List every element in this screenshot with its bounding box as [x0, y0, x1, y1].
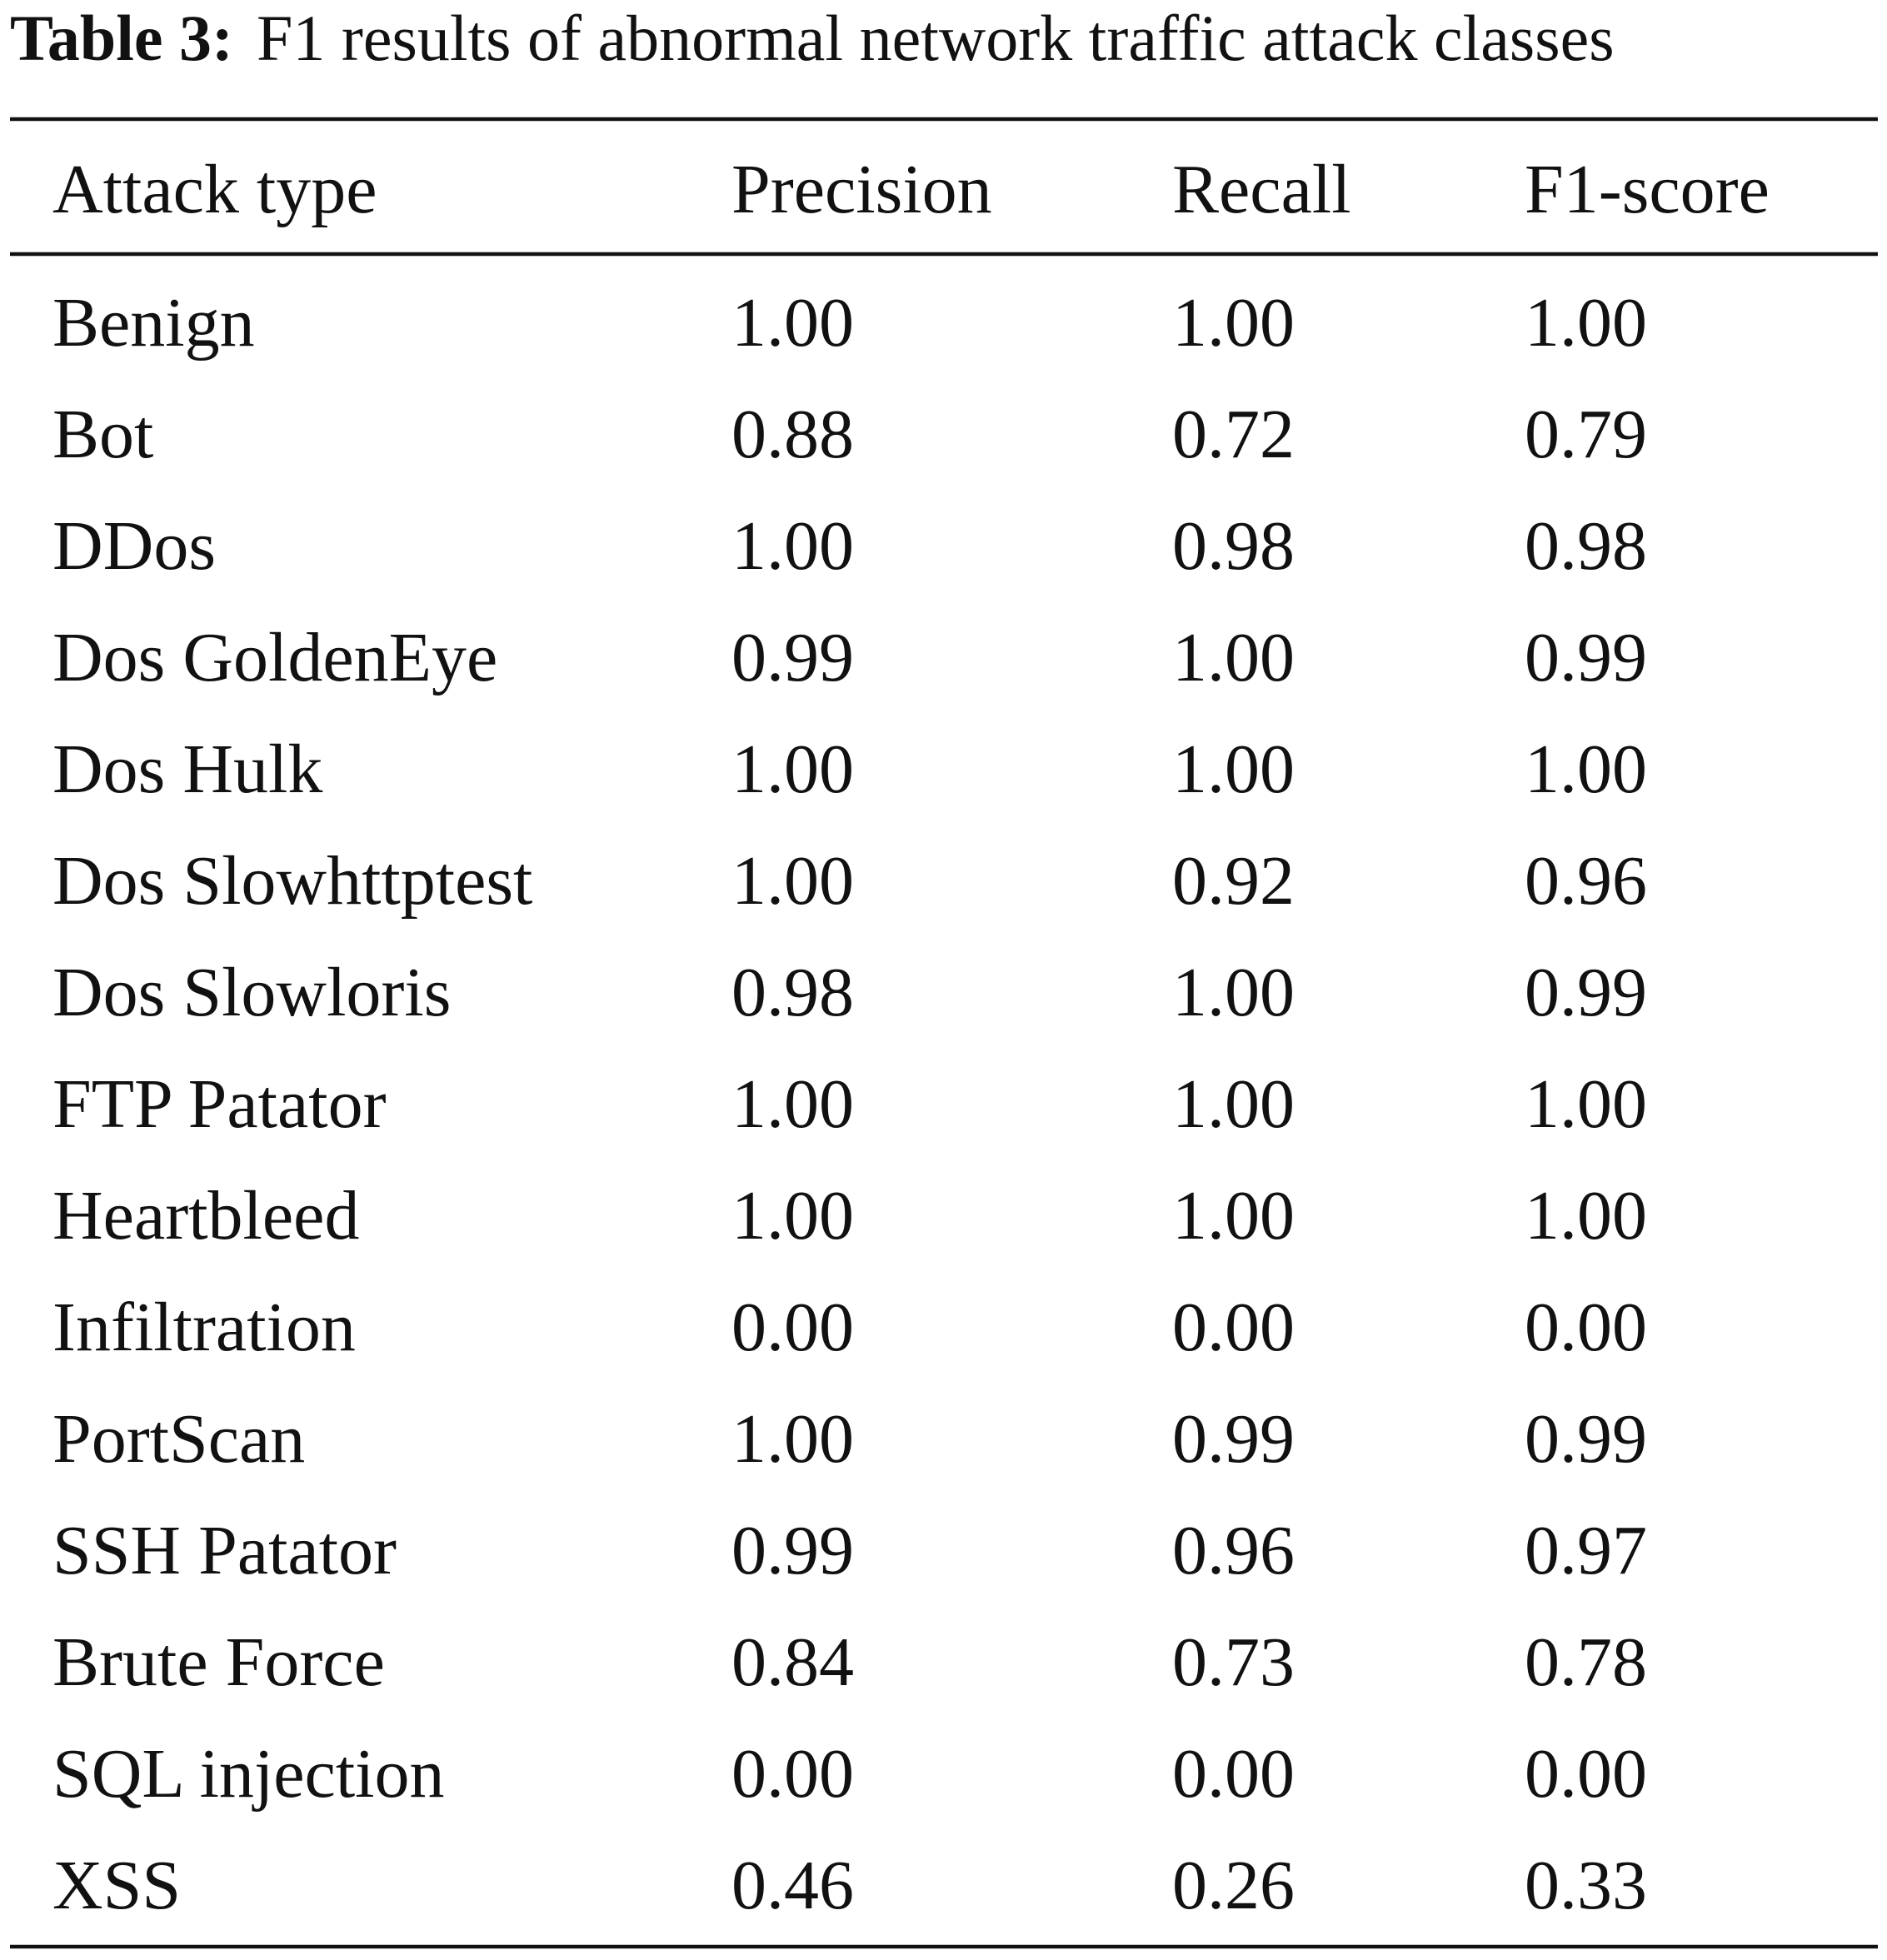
cell-value: 0.96: [1525, 842, 1647, 920]
cell-value: 1.00: [1172, 619, 1295, 696]
cell-value: 0.96: [1172, 1512, 1295, 1589]
cell-value: 0.99: [1525, 954, 1647, 1031]
cell-value: 0.99: [1172, 1400, 1295, 1478]
cell-value: 0.26: [1172, 1847, 1295, 1924]
cell-value: 1.00: [731, 731, 854, 808]
header-cell: Precision: [731, 151, 992, 228]
cell-value: 0.00: [731, 1735, 854, 1813]
header-cell: Attack type: [52, 151, 377, 228]
cell-value: 1.00: [1172, 731, 1295, 808]
row-label: Heartbleed: [52, 1177, 359, 1254]
table-title: Table 3: F1 results of abnormal network t…: [10, 2, 1615, 74]
row-label: SSH Patator: [52, 1512, 397, 1589]
row-label: Benign: [52, 284, 255, 362]
cell-value: 0.98: [1525, 507, 1647, 585]
cell-value: 0.97: [1525, 1512, 1647, 1589]
cell-value: 1.00: [1172, 954, 1295, 1031]
cell-value: 1.00: [731, 284, 854, 362]
cell-value: 1.00: [731, 507, 854, 585]
cell-value: 0.72: [1172, 396, 1295, 473]
row-label: Brute Force: [52, 1623, 385, 1701]
cell-value: 0.33: [1525, 1847, 1647, 1924]
cell-value: 0.00: [1525, 1289, 1647, 1366]
row-label: Dos Hulk: [52, 731, 322, 808]
row-label: Dos GoldenEye: [52, 619, 497, 696]
row-label: DDos: [52, 507, 216, 585]
row-label: Bot: [52, 396, 153, 473]
cell-value: 0.84: [731, 1623, 854, 1701]
cell-value: 1.00: [731, 1400, 854, 1478]
cell-value: 1.00: [731, 1177, 854, 1254]
row-label: Dos Slowhttptest: [52, 842, 532, 920]
cell-value: 1.00: [1172, 1177, 1295, 1254]
cell-value: 1.00: [1172, 1065, 1295, 1143]
cell-value: 1.00: [1525, 731, 1647, 808]
cell-value: 0.73: [1172, 1623, 1295, 1701]
cell-value: 0.79: [1525, 396, 1647, 473]
cell-value: 0.99: [731, 619, 854, 696]
cell-value: 1.00: [731, 1065, 854, 1143]
row-label: PortScan: [52, 1400, 305, 1478]
cell-value: 0.98: [1172, 507, 1295, 585]
cell-value: 1.00: [1172, 284, 1295, 362]
cell-value: 0.00: [1172, 1735, 1295, 1813]
cell-value: 0.78: [1525, 1623, 1647, 1701]
cell-value: 0.00: [731, 1289, 854, 1366]
cell-value: 0.92: [1172, 842, 1295, 920]
cell-value: 0.99: [1525, 1400, 1647, 1478]
row-label: Dos Slowloris: [52, 954, 451, 1031]
row-label: FTP Patator: [52, 1065, 387, 1143]
cell-value: 1.00: [1525, 1065, 1647, 1143]
cell-value: 0.00: [1172, 1289, 1295, 1366]
cell-value: 0.98: [731, 954, 854, 1031]
table-label: Table 3:: [10, 2, 233, 74]
cell-value: 1.00: [1525, 1177, 1647, 1254]
cell-value: 0.99: [731, 1512, 854, 1589]
row-label: Infiltration: [52, 1289, 356, 1366]
row-label: XSS: [52, 1847, 181, 1924]
cell-value: 1.00: [731, 842, 854, 920]
cell-value: 0.88: [731, 396, 854, 473]
cell-value: 0.00: [1525, 1735, 1647, 1813]
cell-value: 1.00: [1525, 284, 1647, 362]
table-caption: F1 results of abnormal network traffic a…: [257, 2, 1615, 74]
cell-value: 0.99: [1525, 619, 1647, 696]
header-cell: F1-score: [1525, 151, 1770, 228]
row-label: SQL injection: [52, 1735, 445, 1813]
header-cell: Recall: [1172, 151, 1351, 228]
cell-value: 0.46: [731, 1847, 854, 1924]
